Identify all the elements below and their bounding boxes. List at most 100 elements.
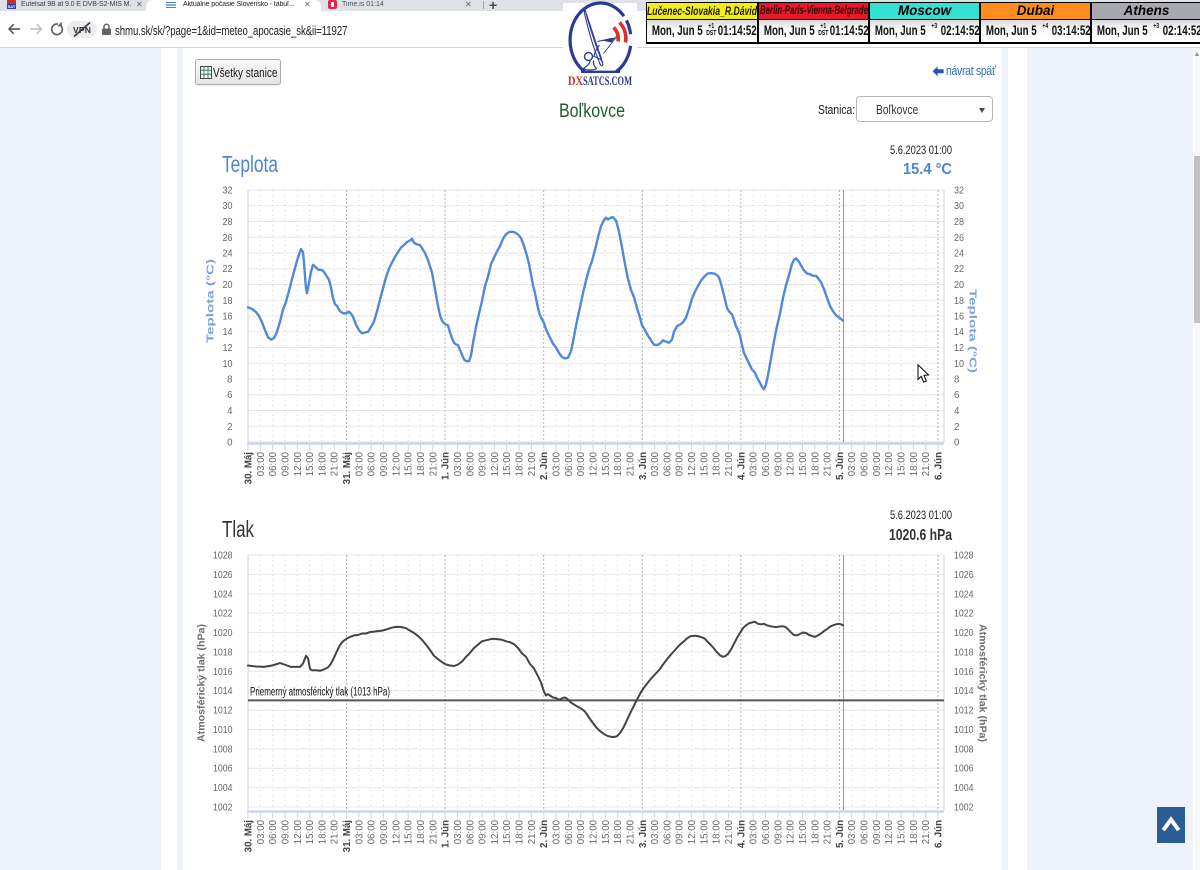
svg-text:06:00: 06:00 — [564, 819, 575, 844]
svg-text:18:00: 18:00 — [810, 451, 821, 476]
svg-text:28: 28 — [223, 217, 233, 228]
svg-text:21:00: 21:00 — [823, 451, 834, 476]
svg-text:18:00: 18:00 — [810, 819, 821, 844]
svg-text:06:00: 06:00 — [367, 819, 378, 844]
svg-text:18:00: 18:00 — [613, 451, 624, 476]
svg-text:32: 32 — [954, 186, 964, 197]
svg-text:6: 6 — [954, 390, 959, 401]
svg-text:1016: 1016 — [954, 667, 974, 678]
svg-text:18:00: 18:00 — [515, 451, 526, 476]
svg-text:32: 32 — [223, 186, 233, 197]
svg-text:26: 26 — [223, 233, 233, 244]
svg-text:1012: 1012 — [213, 706, 233, 717]
svg-text:21:00: 21:00 — [724, 819, 735, 844]
svg-text:15:00: 15:00 — [502, 819, 513, 844]
svg-text:09:00: 09:00 — [478, 451, 489, 476]
svg-text:09:00: 09:00 — [773, 451, 784, 476]
svg-text:2: 2 — [954, 422, 959, 433]
svg-text:8: 8 — [954, 375, 959, 386]
svg-text:2. Jún: 2. Jún — [539, 452, 550, 480]
svg-text:2. Jún: 2. Jún — [539, 820, 550, 848]
svg-text:12: 12 — [223, 343, 233, 354]
svg-text:03:00: 03:00 — [256, 451, 267, 476]
svg-text:24: 24 — [223, 249, 234, 260]
svg-text:03:00: 03:00 — [749, 819, 760, 844]
svg-text:1014: 1014 — [213, 686, 233, 697]
svg-text:03:00: 03:00 — [847, 819, 858, 844]
svg-text:1008: 1008 — [954, 744, 974, 755]
svg-text:3. Jún: 3. Jún — [638, 452, 649, 480]
svg-text:31. Máj: 31. Máj — [342, 820, 353, 853]
svg-text:12:00: 12:00 — [293, 451, 304, 476]
svg-text:09:00: 09:00 — [576, 819, 587, 844]
svg-text:18: 18 — [223, 296, 233, 307]
svg-text:15:00: 15:00 — [798, 819, 809, 844]
svg-text:10: 10 — [223, 359, 234, 370]
svg-text:4: 4 — [954, 406, 960, 417]
svg-text:30: 30 — [954, 201, 965, 212]
svg-text:26: 26 — [954, 233, 964, 244]
svg-text:Teplota (°C): Teplota (°C) — [967, 289, 978, 373]
svg-text:06:00: 06:00 — [268, 451, 279, 476]
svg-text:09:00: 09:00 — [675, 819, 686, 844]
svg-text:21:00: 21:00 — [823, 819, 834, 844]
svg-text:18:00: 18:00 — [317, 451, 328, 476]
svg-text:5. Jún: 5. Jún — [835, 820, 846, 848]
svg-text:21:00: 21:00 — [724, 451, 735, 476]
svg-text:03:00: 03:00 — [552, 451, 563, 476]
svg-text:1020: 1020 — [213, 628, 233, 639]
svg-text:03:00: 03:00 — [650, 819, 661, 844]
svg-text:1012: 1012 — [954, 706, 974, 717]
svg-text:06:00: 06:00 — [860, 451, 871, 476]
svg-text:28: 28 — [954, 217, 964, 228]
svg-text:30: 30 — [223, 201, 234, 212]
svg-text:1002: 1002 — [213, 803, 233, 814]
svg-text:Teplota (°C): Teplota (°C) — [206, 259, 217, 343]
svg-text:09:00: 09:00 — [379, 451, 390, 476]
svg-text:06:00: 06:00 — [761, 451, 772, 476]
svg-text:20: 20 — [223, 280, 234, 291]
svg-text:0: 0 — [227, 438, 233, 449]
svg-text:DX: DX — [568, 73, 583, 88]
svg-text:21:00: 21:00 — [330, 451, 341, 476]
svg-text:12:00: 12:00 — [391, 819, 402, 844]
svg-text:1004: 1004 — [954, 783, 974, 794]
svg-text:Teplota: Teplota — [222, 151, 278, 177]
svg-text:18:00: 18:00 — [416, 819, 427, 844]
svg-text:09:00: 09:00 — [576, 451, 587, 476]
svg-text:31. Máj: 31. Máj — [342, 452, 353, 485]
svg-text:12:00: 12:00 — [884, 451, 895, 476]
svg-text:03:00: 03:00 — [453, 451, 464, 476]
svg-text:1020.6 hPa: 1020.6 hPa — [889, 527, 952, 544]
svg-text:18:00: 18:00 — [909, 819, 920, 844]
svg-text:8: 8 — [227, 375, 232, 386]
svg-text:15:00: 15:00 — [305, 451, 316, 476]
svg-text:03:00: 03:00 — [552, 819, 563, 844]
svg-text:18:00: 18:00 — [416, 451, 427, 476]
svg-text:22: 22 — [954, 264, 964, 275]
svg-text:5.6.2023 01:00: 5.6.2023 01:00 — [890, 145, 952, 157]
svg-text:12: 12 — [954, 343, 964, 354]
svg-text:1010: 1010 — [954, 725, 974, 736]
svg-text:12:00: 12:00 — [589, 451, 600, 476]
svg-text:1024: 1024 — [213, 589, 233, 600]
svg-text:09:00: 09:00 — [281, 451, 292, 476]
svg-text:1004: 1004 — [213, 783, 233, 794]
svg-text:SATCS.COM: SATCS.COM — [583, 73, 632, 88]
svg-text:Priemerný atmosférický tlak (1: Priemerný atmosférický tlak (1013 hPa) — [250, 686, 390, 698]
svg-text:4. Jún: 4. Jún — [736, 820, 747, 848]
svg-text:09:00: 09:00 — [773, 819, 784, 844]
svg-text:18:00: 18:00 — [712, 451, 723, 476]
svg-text:06:00: 06:00 — [761, 819, 772, 844]
svg-text:1006: 1006 — [213, 764, 233, 775]
svg-text:5. Jún: 5. Jún — [835, 452, 846, 480]
svg-text:3. Jún: 3. Jún — [638, 820, 649, 848]
svg-text:Atmosférický tlak (hPa): Atmosférický tlak (hPa) — [977, 624, 988, 742]
svg-text:03:00: 03:00 — [847, 451, 858, 476]
svg-text:6. Jún: 6. Jún — [934, 452, 945, 480]
svg-text:09:00: 09:00 — [478, 819, 489, 844]
svg-text:24: 24 — [954, 249, 965, 260]
svg-text:15:00: 15:00 — [699, 819, 710, 844]
svg-text:21:00: 21:00 — [921, 819, 932, 844]
svg-text:10: 10 — [954, 359, 965, 370]
